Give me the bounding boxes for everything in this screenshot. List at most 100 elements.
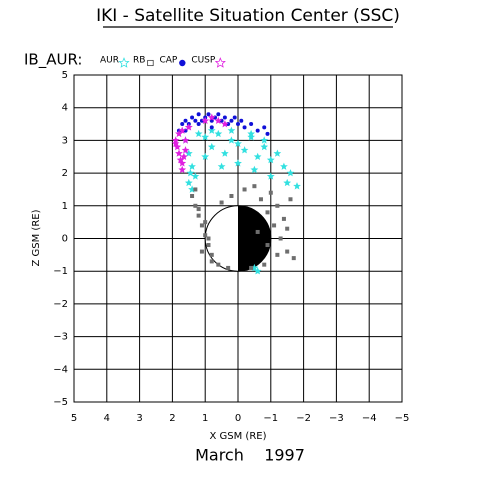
x-tick-label: 2 bbox=[169, 413, 175, 424]
point bbox=[181, 146, 190, 154]
point bbox=[291, 256, 296, 261]
legend-symbol bbox=[214, 57, 226, 68]
point bbox=[283, 178, 292, 187]
point bbox=[196, 207, 201, 212]
y-tick-label: 4 bbox=[62, 103, 68, 114]
point bbox=[265, 210, 270, 215]
y-tick-label: 1 bbox=[62, 201, 68, 212]
point bbox=[199, 223, 204, 228]
point bbox=[186, 169, 195, 177]
point bbox=[249, 122, 254, 127]
point bbox=[206, 243, 211, 248]
legend-label: RB bbox=[133, 56, 145, 66]
y-tick-label: −2 bbox=[53, 299, 68, 310]
point bbox=[171, 139, 180, 147]
point bbox=[266, 155, 275, 164]
point bbox=[222, 115, 227, 120]
point bbox=[196, 122, 201, 127]
point bbox=[193, 187, 198, 192]
point bbox=[272, 223, 277, 228]
x-tick-label: −1 bbox=[263, 413, 278, 424]
point bbox=[217, 162, 226, 170]
point bbox=[190, 115, 195, 120]
x-tick-label: −4 bbox=[362, 413, 377, 424]
point bbox=[265, 243, 270, 248]
subtitle: IB_AUR: bbox=[24, 51, 82, 70]
point bbox=[260, 136, 269, 144]
point bbox=[207, 113, 216, 121]
point bbox=[260, 142, 269, 151]
point bbox=[216, 262, 221, 267]
point bbox=[194, 129, 203, 138]
point bbox=[255, 229, 260, 234]
point bbox=[203, 220, 208, 225]
point bbox=[220, 149, 229, 157]
y-tick-label: −4 bbox=[53, 364, 68, 375]
point bbox=[214, 129, 223, 138]
point bbox=[280, 162, 288, 170]
y-tick-label: −3 bbox=[53, 332, 68, 343]
point bbox=[173, 142, 182, 151]
point bbox=[229, 193, 234, 198]
point bbox=[285, 249, 290, 254]
point bbox=[214, 116, 223, 125]
point bbox=[226, 265, 231, 270]
point bbox=[286, 169, 295, 177]
point bbox=[242, 187, 247, 192]
point bbox=[178, 126, 187, 134]
legend-label: CAP bbox=[159, 56, 177, 66]
point bbox=[258, 197, 263, 202]
footer: March 1997 bbox=[195, 446, 305, 465]
point bbox=[266, 172, 275, 180]
point bbox=[262, 262, 267, 267]
y-tick-label: 2 bbox=[62, 168, 68, 179]
point bbox=[196, 213, 201, 218]
point bbox=[252, 184, 257, 189]
y-tick-label: −5 bbox=[53, 397, 68, 408]
point bbox=[262, 125, 267, 130]
point bbox=[207, 142, 216, 151]
point bbox=[190, 193, 195, 198]
point bbox=[188, 162, 196, 170]
point bbox=[201, 116, 210, 125]
legend-symbol bbox=[179, 59, 186, 67]
point bbox=[249, 265, 254, 270]
point bbox=[275, 252, 280, 257]
x-axis-label: X GSM (RE) bbox=[209, 431, 266, 442]
point bbox=[203, 233, 208, 238]
point bbox=[236, 122, 240, 127]
point bbox=[209, 259, 214, 264]
point bbox=[206, 236, 211, 241]
point bbox=[227, 126, 236, 134]
x-tick-label: 0 bbox=[235, 413, 241, 424]
x-tick-label: 3 bbox=[136, 413, 142, 424]
x-tick-label: −5 bbox=[395, 413, 410, 424]
point bbox=[184, 123, 193, 131]
point bbox=[199, 249, 204, 254]
point bbox=[273, 149, 282, 157]
x-tick-label: −3 bbox=[329, 413, 344, 424]
point bbox=[240, 146, 249, 154]
point bbox=[201, 133, 210, 141]
point bbox=[275, 203, 280, 208]
point bbox=[178, 159, 187, 167]
point bbox=[250, 165, 259, 174]
point bbox=[234, 139, 242, 147]
x-tick-label: 5 bbox=[71, 413, 77, 424]
point bbox=[209, 252, 214, 257]
point bbox=[201, 152, 210, 161]
point bbox=[175, 149, 183, 157]
legend-label: AUR bbox=[100, 56, 119, 66]
chart-title: IKI - Satellite Situation Center (SSC) bbox=[96, 6, 400, 26]
point bbox=[268, 190, 273, 195]
point bbox=[181, 136, 190, 144]
y-axis-label: Z GSM (RE) bbox=[31, 209, 42, 266]
y-tick-label: 0 bbox=[62, 234, 68, 245]
point bbox=[247, 133, 256, 141]
point bbox=[239, 118, 244, 123]
point bbox=[293, 182, 301, 190]
legend-symbol bbox=[118, 57, 130, 68]
point bbox=[255, 128, 260, 133]
point bbox=[207, 126, 216, 134]
